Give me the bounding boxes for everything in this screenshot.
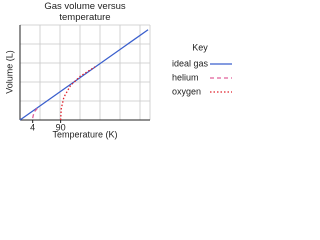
chart-container: Volume (L) Temperature (K) Key 4 90 ideal … <box>0 0 238 142</box>
x-axis-label: Temperature (K) <box>52 129 117 139</box>
series-line <box>19 29 149 121</box>
legend-label: helium <box>172 72 199 82</box>
series-line <box>32 107 39 119</box>
series-line <box>59 66 96 121</box>
x-tick-label: 90 <box>56 122 66 132</box>
chart-title: Gas volume versus temperature <box>44 1 126 23</box>
x-tick-label: 4 <box>30 122 35 132</box>
legend-title: Key <box>192 42 208 52</box>
grid-pattern <box>20 24 151 120</box>
legend-label: ideal gas <box>172 58 209 68</box>
chart: Volume (L) Temperature (K) Key 4 90 ideal … <box>4 24 232 139</box>
legend-label: oxygen <box>172 86 201 96</box>
y-axis-label: Volume (L) <box>4 50 14 94</box>
